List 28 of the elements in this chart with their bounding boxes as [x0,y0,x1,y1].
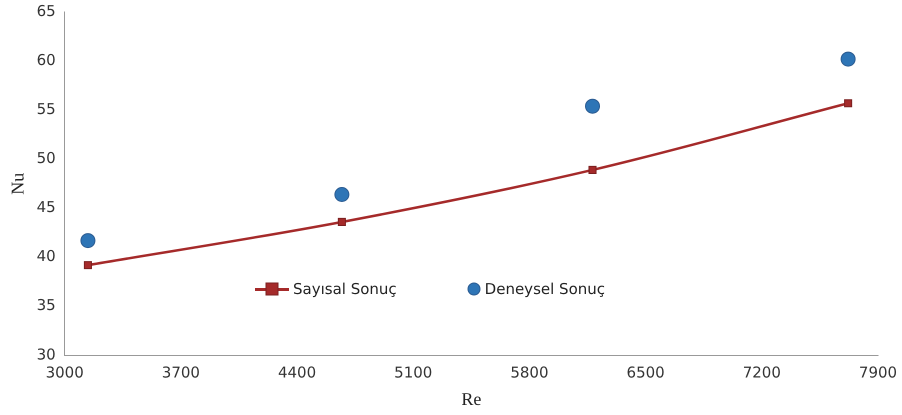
y-tick-label: 40 [36,247,56,266]
x-axis-title: Re [461,388,482,409]
y-tick-label: 45 [36,198,56,216]
x-tick-label: 3000 [46,363,84,382]
point [585,98,600,114]
y-tick-label: 30 [36,345,56,364]
x-tick-label: 3700 [162,363,200,382]
point [84,261,92,270]
y-tick-label: 55 [36,100,56,118]
legend-label: Sayısal Sonuç [293,280,397,298]
x-tick-label: 4400 [278,363,316,382]
point [840,52,856,67]
legend-label: Deneysel Sonuç [484,280,606,298]
x-tick-label: 7900 [858,363,898,382]
y-axis-title: Nu [8,172,28,195]
y-tick-label: 35 [36,296,56,314]
y-tick-label: 65 [36,2,56,20]
x-tick-label: 5800 [510,363,549,382]
x-tick-label: 7200 [742,363,781,382]
x-tick-label: 6500 [626,363,665,382]
x-tick-label: 5100 [394,363,432,382]
y-tick-label: 50 [36,149,56,168]
y-tick-label: 60 [36,50,56,69]
point [338,218,346,226]
point [334,186,350,202]
point [588,166,597,174]
point [844,99,852,108]
point [80,233,96,248]
